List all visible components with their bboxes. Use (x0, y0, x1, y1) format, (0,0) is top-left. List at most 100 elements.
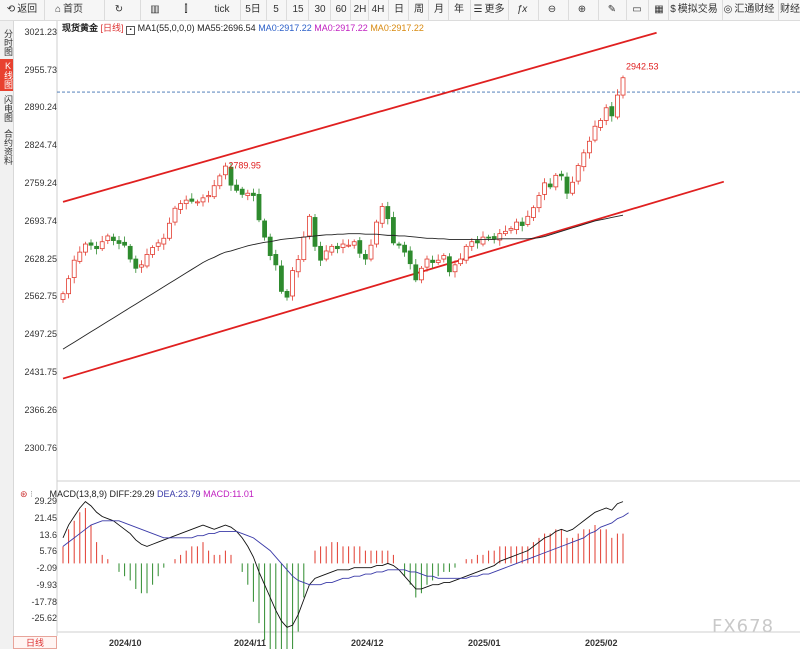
candle-body (127, 245, 133, 260)
macd-legend: ⊛ ⁝ MACD(13,8,9) DIFF:29.29 DEA:23.79 MA… (20, 489, 254, 500)
list-icon: ☰ (473, 4, 483, 15)
draw-button[interactable]: ✎ (598, 0, 625, 20)
finance-button[interactable]: 财经 (778, 0, 800, 20)
sidebar: 分时图 K线图 闪电图 合约资料 (0, 21, 14, 649)
price-tick: 2366.26 (24, 405, 57, 415)
macd-name: MACD(13,8,9) (49, 489, 107, 499)
candle-body (519, 221, 525, 226)
ma0-label-c: MA0:2917.22 (370, 23, 424, 33)
window-button[interactable]: ▭ (626, 0, 647, 20)
macd-settings-icon[interactable]: ⊛ (20, 489, 28, 499)
candle-body (323, 250, 329, 260)
candle-body (592, 125, 598, 141)
sidebar-item-timeshare[interactable]: 分时图 (3, 28, 13, 56)
sidebar-item-lightning[interactable]: 闪电图 (3, 94, 13, 122)
period-tag: [日线] (100, 23, 124, 33)
huitong-button[interactable]: ◎ 汇通财经 (722, 0, 775, 20)
sidebar-item-kline[interactable]: K线图 (0, 59, 13, 91)
symbol-name: 现货黄金 (62, 23, 99, 33)
candle-body (250, 192, 256, 196)
ma1-label: MA1(55,0,0,0) (137, 23, 195, 33)
period-year[interactable]: 年 (448, 0, 469, 20)
candle-body (111, 236, 116, 241)
candle-body (486, 236, 492, 239)
refresh-icon: ↻ (114, 4, 124, 15)
candle-body (362, 254, 368, 260)
macd-tick: 29.29 (34, 496, 57, 506)
candle-body (413, 264, 419, 281)
high-price-label: 2789.95 (228, 161, 261, 171)
candle-body (407, 250, 413, 265)
last-price-label: 2942.53 (626, 61, 659, 71)
candle-body (239, 188, 245, 195)
candle-body (514, 221, 519, 231)
period-60[interactable]: 60 (330, 0, 351, 20)
zoom-out-button[interactable]: ⊖ (538, 0, 565, 20)
candle-body (379, 206, 385, 224)
more-button[interactable]: ☰ 更多 (470, 0, 507, 20)
ma-settings-icon[interactable]: ▪ (126, 26, 136, 35)
macd-tick: 5.76 (39, 546, 57, 556)
macd-tick: -25.62 (31, 613, 57, 623)
candle-body (357, 240, 363, 254)
candle-body (542, 182, 547, 195)
candle-body (60, 293, 66, 300)
zoom-in-button[interactable]: ⊕ (568, 0, 595, 20)
simulate-trade-button[interactable]: $ 模拟交易 (668, 0, 719, 20)
candle-body (150, 247, 156, 255)
macd-dea: DEA:23.79 (157, 489, 201, 499)
candle-body (99, 241, 105, 250)
ma0-label-a: MA0:2917.22 (258, 23, 312, 33)
candle-body (424, 258, 430, 268)
candle-body (222, 165, 228, 176)
candle-body (295, 259, 301, 273)
candle-body (278, 265, 284, 292)
price-tick: 2890.24 (24, 102, 57, 112)
candle-body (418, 267, 424, 281)
bar-chart-button[interactable]: ▥ (140, 0, 169, 20)
macd-value: MACD:11.01 (203, 489, 254, 499)
period-month[interactable]: 月 (428, 0, 449, 20)
period-30[interactable]: 30 (308, 0, 331, 20)
zoom-in-icon: ⊕ (577, 4, 587, 15)
period-week[interactable]: 周 (408, 0, 429, 20)
candle-body (256, 193, 262, 221)
candle-body (508, 228, 514, 231)
candle-body (609, 106, 615, 117)
period-5[interactable]: 5 (266, 0, 285, 20)
period-2h[interactable]: 2H (350, 0, 369, 20)
candlestick-button[interactable]: ⫿ (172, 0, 200, 20)
candle-body (211, 185, 217, 198)
grid-button[interactable]: ▦ (648, 0, 669, 20)
candle-body (206, 195, 212, 198)
candle-body (581, 152, 587, 168)
period-4h[interactable]: 4H (368, 0, 387, 20)
period-day[interactable]: 日 (388, 0, 409, 20)
refresh-button[interactable]: ↻ (104, 0, 133, 20)
function-icon: ƒx (516, 4, 528, 15)
period-indicator[interactable]: 日线 (13, 636, 57, 649)
candle-body (547, 183, 553, 188)
period-15[interactable]: 15 (286, 0, 309, 20)
price-tick: 2628.25 (24, 254, 57, 264)
candle-body (144, 254, 150, 267)
candle-body (480, 236, 486, 245)
candle-body (161, 237, 167, 245)
home-button[interactable]: ⌂ 首页 (44, 0, 93, 20)
candle-body (138, 264, 144, 268)
x-tick: 2024/10 (109, 638, 142, 648)
candle-body (458, 258, 464, 265)
back-button[interactable]: ⟲ 返回 (4, 0, 40, 20)
candle-body (245, 192, 251, 196)
candle-body (105, 235, 111, 241)
candle-body (575, 165, 581, 182)
period-5d[interactable]: 5日 (240, 0, 265, 20)
sidebar-item-contract[interactable]: 合约资料 (3, 129, 13, 165)
formula-button[interactable]: ƒx (508, 0, 535, 20)
logo-icon: ◎ (723, 4, 733, 15)
candle-body (262, 220, 268, 238)
candle-body (306, 215, 312, 237)
x-tick: 2025/02 (585, 638, 618, 648)
tick-button[interactable]: tick (214, 4, 230, 15)
